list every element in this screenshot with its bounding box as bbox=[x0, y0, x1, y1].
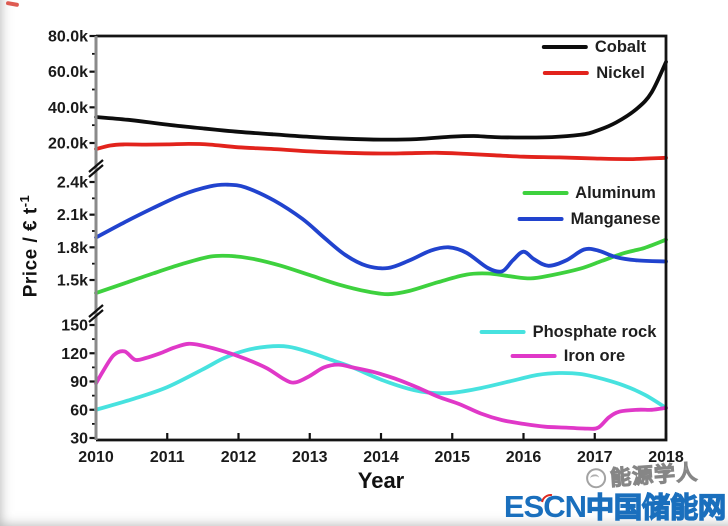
y-tick-label: 2.1k bbox=[57, 207, 88, 224]
axis-break-slash bbox=[88, 164, 104, 178]
x-tick-label: 2018 bbox=[648, 449, 684, 466]
series-line-iron-ore bbox=[94, 341, 668, 431]
watermark: 能源学人 ESCN 中国储能网 bbox=[498, 460, 728, 526]
energy-scholar-text: 能源学人 bbox=[609, 461, 699, 491]
x-tick-label: 2012 bbox=[221, 449, 257, 466]
x-tick-label: 2017 bbox=[577, 449, 613, 466]
legend-label-manganese: Manganese bbox=[570, 209, 661, 228]
energy-scholar-logo-icon bbox=[585, 467, 607, 489]
y-tick-label: 90 bbox=[70, 374, 88, 391]
y-axis-title: Price / € t-1 bbox=[17, 194, 42, 298]
legend-entry-manganese: Manganese bbox=[517, 209, 661, 228]
iron-ore-line-swatch bbox=[510, 353, 557, 359]
legend-label-nickel: Nickel bbox=[596, 63, 645, 82]
x-tick-label: 2011 bbox=[150, 449, 185, 466]
legend-entry-cobalt: Cobalt bbox=[541, 37, 647, 56]
x-tick-label: 2010 bbox=[78, 449, 114, 466]
y-tick-label: 80.0k bbox=[48, 29, 88, 46]
y-tick-label: 60 bbox=[70, 402, 88, 419]
x-tick-label: 2014 bbox=[363, 449, 399, 466]
x-axis-title: Year bbox=[357, 468, 405, 493]
y-tick-label: 120 bbox=[61, 346, 88, 363]
escn-chinese-text: 中国储能网 bbox=[585, 492, 726, 523]
legend-top-panel: Cobalt Nickel bbox=[541, 37, 647, 82]
series-line-cobalt bbox=[94, 60, 668, 142]
series-line-phosphate-rock bbox=[94, 344, 668, 412]
manganese-line-swatch bbox=[517, 216, 564, 222]
legend-bottom-panel: Phosphate rock Iron ore bbox=[479, 322, 657, 365]
y-tick-label: 30 bbox=[70, 431, 88, 448]
legend-label-iron-ore: Iron ore bbox=[563, 346, 626, 365]
series-line-manganese bbox=[94, 182, 668, 274]
axis-break-slash bbox=[88, 309, 104, 323]
escn-text: ESCN bbox=[503, 489, 587, 524]
phosphate-rock-line-swatch bbox=[479, 329, 526, 335]
series-line-nickel bbox=[94, 142, 668, 162]
x-tick-label: 2016 bbox=[506, 449, 542, 466]
y-tick-label: 20.0k bbox=[48, 136, 88, 153]
y-tick-label: 150 bbox=[61, 318, 88, 335]
legend-entry-nickel: Nickel bbox=[543, 64, 645, 82]
legend-entry-phosphate-rock: Phosphate rock bbox=[479, 322, 657, 341]
series-line-aluminum bbox=[94, 237, 668, 297]
cobalt-line-swatch bbox=[541, 44, 588, 50]
axis-break-slash bbox=[88, 304, 104, 318]
legend-label-aluminum: Aluminum bbox=[575, 183, 656, 202]
y-tick-label: 40.0k bbox=[48, 100, 88, 117]
legend-label-cobalt: Cobalt bbox=[594, 37, 647, 56]
plot-frame bbox=[96, 34, 668, 442]
legend-entry-iron-ore: Iron ore bbox=[510, 346, 626, 365]
y-tick-label: 2.4k bbox=[57, 175, 88, 192]
energy-scholar-mark: 能源学人 bbox=[585, 456, 699, 494]
x-tick-label: 2013 bbox=[292, 449, 328, 466]
y-tick-label: 60.0k bbox=[48, 64, 88, 81]
nickel-line-swatch bbox=[543, 70, 590, 76]
y-tick-label: 1.8k bbox=[57, 240, 88, 257]
legend-middle-panel: Aluminum Manganese bbox=[517, 184, 661, 228]
escn-logo: ESCN 中国储能网 bbox=[503, 489, 727, 524]
y-tick-label: 1.5k bbox=[57, 273, 88, 290]
aluminum-line-swatch bbox=[522, 190, 569, 196]
legend-entry-aluminum: Aluminum bbox=[522, 184, 656, 202]
x-tick-label: 2015 bbox=[434, 449, 470, 466]
legend-label-phosphate-rock: Phosphate rock bbox=[532, 322, 657, 341]
axis-break-slash bbox=[88, 159, 104, 173]
